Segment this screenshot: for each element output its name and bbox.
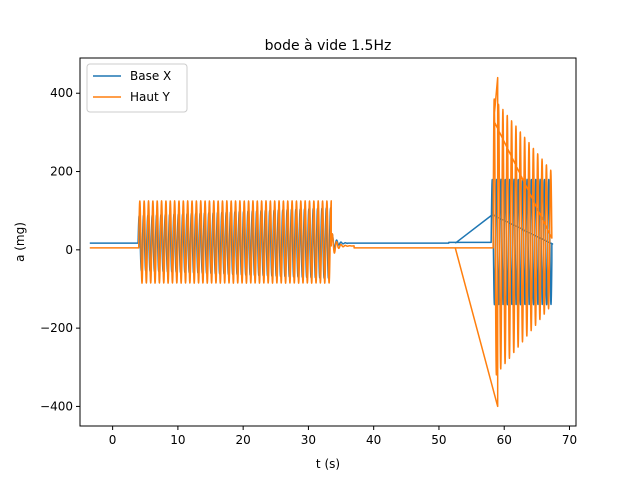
y-tick-label: 200 (50, 165, 73, 179)
chart-title: bode à vide 1.5Hz (265, 38, 392, 54)
series-layer (89, 76, 554, 408)
x-tick-label: 40 (366, 433, 381, 447)
legend-label: Haut Y (130, 90, 171, 104)
x-tick-label: 30 (301, 433, 316, 447)
y-axis: −400 −200 0 200 400 (40, 86, 80, 413)
x-axis-label: t (s) (316, 457, 340, 471)
y-tick-label: −400 (40, 399, 73, 413)
series-line-haut-y (89, 76, 553, 408)
plot-area (79, 57, 577, 427)
legend-entries: Base X Haut Y (93, 69, 171, 104)
x-tick-label: 20 (236, 433, 251, 447)
x-tick-label: 10 (170, 433, 185, 447)
legend: Base X Haut Y (86, 63, 188, 113)
y-tick-label: −200 (40, 321, 73, 335)
x-axis: 0 10 20 30 40 50 60 70 (109, 426, 577, 447)
y-axis-label: a (mg) (13, 222, 27, 262)
axes-frame (79, 57, 577, 427)
x-tick-label: 50 (431, 433, 446, 447)
x-tick-label: 60 (497, 433, 512, 447)
legend-label: Base X (130, 69, 171, 83)
y-tick-label: 400 (50, 86, 73, 100)
x-tick-label: 70 (562, 433, 577, 447)
x-tick-label: 0 (109, 433, 117, 447)
y-tick-label: 0 (65, 243, 73, 257)
